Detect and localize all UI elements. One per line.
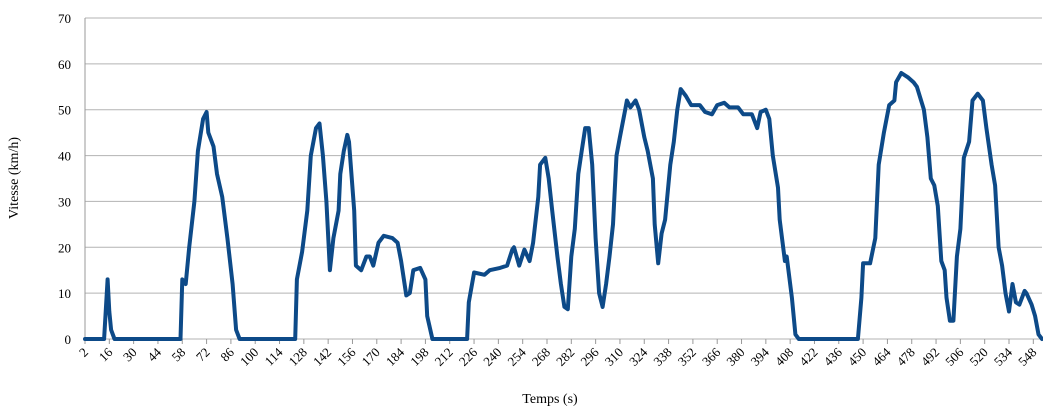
x-tick-label: 394	[748, 344, 773, 369]
y-tick-label: 50	[58, 103, 71, 118]
x-tick-label: 352	[675, 345, 699, 369]
x-tick-label: 324	[626, 344, 651, 369]
x-tick-label: 296	[577, 344, 602, 369]
y-tick-label: 30	[58, 194, 71, 209]
x-tick-label: 478	[893, 345, 917, 369]
x-tick-label: 436	[821, 344, 846, 369]
x-tick-label: 310	[602, 345, 626, 369]
x-tick-label: 380	[723, 345, 747, 369]
x-tick-label: 58	[169, 345, 189, 365]
y-axis-title: Vitesse (km/h)	[7, 137, 22, 219]
x-tick-label: 408	[772, 345, 796, 369]
x-tick-label: 86	[217, 344, 237, 364]
x-tick-label: 30	[120, 345, 140, 365]
y-tick-label: 40	[58, 149, 71, 164]
x-tick-label: 170	[359, 345, 383, 369]
x-tick-label: 184	[383, 344, 408, 369]
x-tick-label: 492	[918, 345, 942, 369]
x-tick-label: 548	[1015, 345, 1039, 369]
x-tick-label: 366	[699, 344, 724, 369]
y-tick-label: 20	[58, 240, 71, 255]
x-tick-label: 268	[529, 345, 553, 369]
x-tick-label: 506	[942, 344, 967, 369]
x-tick-label: 198	[407, 345, 431, 369]
x-tick-label: 212	[431, 345, 455, 369]
x-tick-label: 44	[144, 344, 164, 364]
y-tick-label: 0	[65, 332, 72, 347]
x-tick-label: 240	[480, 345, 504, 369]
x-tick-label: 422	[796, 345, 820, 369]
x-axis-title: Temps (s)	[522, 392, 578, 407]
x-tick-label: 100	[237, 345, 261, 369]
y-tick-label: 70	[58, 11, 71, 26]
speed-line	[83, 71, 1043, 341]
x-tick-label: 520	[966, 345, 990, 369]
x-tick-label: 464	[869, 344, 894, 369]
x-tick-label: 338	[650, 345, 674, 369]
x-tick-label: 254	[504, 344, 529, 369]
x-tick-label: 156	[334, 344, 359, 369]
x-tick-label: 128	[286, 345, 310, 369]
x-tick-label: 450	[845, 345, 869, 369]
x-tick-label: 114	[262, 344, 286, 368]
x-tick-label: 282	[553, 345, 577, 369]
x-tick-label: 16	[96, 344, 116, 364]
x-tick-label: 72	[193, 345, 213, 365]
x-tick-label: 2	[76, 345, 91, 360]
x-tick-label: 226	[456, 344, 481, 369]
x-tick-label: 142	[310, 345, 334, 369]
x-tick-label: 534	[991, 344, 1016, 369]
y-tick-label: 60	[58, 57, 71, 72]
y-tick-label: 10	[58, 286, 71, 301]
